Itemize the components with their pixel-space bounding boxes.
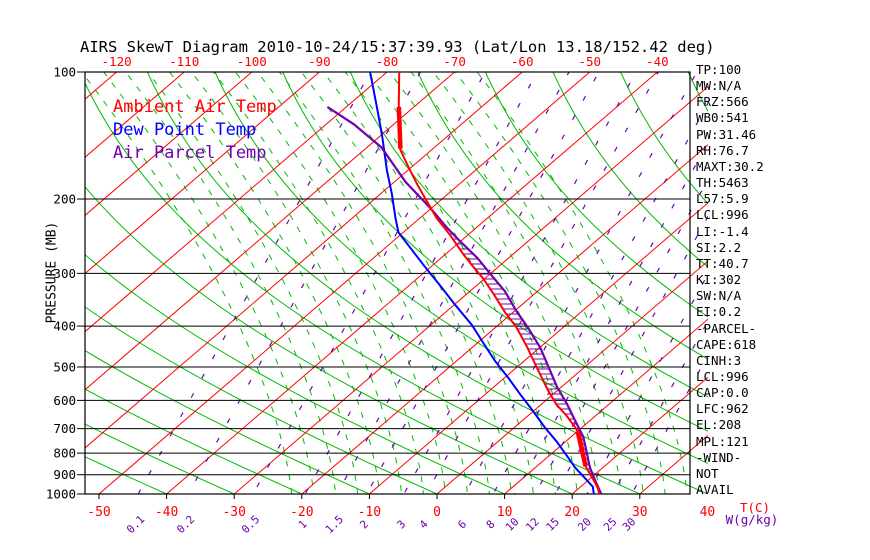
stat-line: CAPE:618	[696, 336, 757, 352]
isotherm-lines	[85, 72, 708, 494]
stat-line: LI:-1.4	[696, 223, 749, 239]
stat-line: L57:5.9	[696, 191, 749, 207]
svg-text:500: 500	[53, 359, 76, 374]
stats-panel: TP:100 MW:N/A FRZ:566 WB0:541 PW:31.46 RH:76.…	[696, 62, 764, 498]
cape-hatch-area	[437, 218, 595, 480]
chart-title: AIRS SkewT Diagram 2010-10-24/15:37:39.9…	[80, 38, 715, 56]
mixing-ratio-tick-labels: 0.1 0.2 0.5 1 1.5 2 3 4 6 8 10 12 15 20 25 30	[124, 513, 638, 536]
svg-text:400: 400	[53, 319, 76, 334]
legend-item: Air Parcel Temp	[113, 143, 267, 163]
svg-text:-40: -40	[155, 505, 178, 520]
axis-unit-labels: T(C)W(g/kg)	[726, 500, 779, 527]
stat-line: EI:0.2	[696, 304, 742, 320]
svg-text:-20: -20	[290, 505, 313, 520]
svg-text:-80: -80	[376, 54, 399, 69]
svg-text:-30: -30	[222, 505, 245, 520]
svg-text:10: 10	[497, 505, 513, 520]
legend-item: Ambient Air Temp	[113, 97, 277, 117]
stat-line: KI:302	[696, 272, 742, 288]
stat-line: MPL:121	[696, 433, 749, 449]
svg-text:-50: -50	[578, 54, 601, 69]
svg-text:-10: -10	[358, 505, 381, 520]
stat-line: EL:208	[696, 417, 742, 433]
svg-text:40: 40	[700, 505, 716, 520]
dew-point-curve	[369, 71, 595, 495]
svg-text:200: 200	[53, 192, 76, 207]
svg-text:600: 600	[53, 393, 76, 408]
svg-text:4: 4	[417, 517, 431, 531]
svg-text:30: 30	[632, 505, 648, 520]
stat-line: SI:2.2	[696, 239, 742, 255]
stat-line: RH:76.7	[696, 142, 749, 158]
svg-text:900: 900	[53, 467, 76, 482]
svg-text:T(C): T(C)	[740, 500, 770, 515]
stat-line: CINH:3	[696, 352, 742, 368]
svg-text:25: 25	[601, 515, 620, 534]
stat-line: PW:31.46	[696, 126, 757, 142]
stat-line: LCL:996	[696, 207, 749, 223]
svg-text:1000: 1000	[46, 487, 76, 502]
axis-ticks	[77, 71, 641, 499]
legend: Ambient Air Temp Dew Point Temp Air Parcel…	[113, 96, 277, 165]
stat-line: LFC:962	[696, 401, 749, 417]
stat-line: SW:N/A	[696, 288, 742, 304]
top-temp-tick-labels: -120 -110 -100 -90 -80 -70 -60 -50 -40	[102, 54, 669, 69]
svg-text:300: 300	[53, 266, 76, 281]
svg-text:-50: -50	[87, 505, 110, 520]
stat-line: TH:5463	[696, 175, 749, 191]
svg-text:-120: -120	[102, 54, 132, 69]
svg-text:-90: -90	[308, 54, 331, 69]
stat-line: LCL:996	[696, 368, 749, 384]
svg-text:20: 20	[564, 505, 580, 520]
pressure-tick-labels: 100 200 300 400 500 600 700 800 900 1000	[46, 65, 76, 502]
stat-line: WB0:541	[696, 110, 749, 126]
stat-line: AVAIL	[696, 482, 734, 498]
svg-text:-40: -40	[646, 54, 669, 69]
stat-line: NOT	[696, 465, 719, 481]
stat-line: MAXT:30.2	[696, 158, 764, 174]
svg-text:700: 700	[53, 421, 76, 436]
pressure-lines	[84, 71, 691, 495]
dry-adiabat-lines	[85, 72, 708, 494]
stat-line: CAP:0.0	[696, 385, 749, 401]
svg-text:W(g/kg): W(g/kg)	[726, 512, 779, 527]
legend-item: Dew Point Temp	[113, 120, 257, 140]
svg-text:-60: -60	[511, 54, 534, 69]
stat-line: MW:N/A	[696, 78, 742, 94]
bottom-temp-tick-labels: -50 -40 -30 -20 -10 0 10 20 30 40	[87, 505, 715, 520]
svg-text:3: 3	[394, 518, 408, 532]
stat-line: -WIND-	[696, 449, 742, 465]
svg-text:800: 800	[53, 446, 76, 461]
stat-line: -PARCEL-	[696, 320, 757, 336]
svg-text:-110: -110	[169, 54, 199, 69]
air-parcel-curve	[326, 105, 603, 495]
svg-text:0: 0	[433, 505, 441, 520]
stat-line: FRZ:566	[696, 94, 749, 110]
stat-line: TT:40.7	[696, 255, 749, 271]
moist-adiabat-lines	[85, 72, 688, 494]
svg-text:8: 8	[484, 518, 498, 532]
svg-text:-70: -70	[443, 54, 466, 69]
svg-text:1.5: 1.5	[323, 513, 346, 536]
svg-text:100: 100	[53, 65, 76, 80]
svg-text:6: 6	[455, 518, 469, 532]
svg-text:-100: -100	[237, 54, 267, 69]
ambient-temp-curve	[396, 71, 601, 495]
pressure-axis-label: PRESSURE (MB)	[44, 221, 60, 324]
svg-text:0.1: 0.1	[124, 513, 147, 536]
stat-line: TP:100	[696, 62, 742, 77]
svg-text:15: 15	[544, 515, 563, 534]
svg-text:12: 12	[523, 515, 542, 534]
